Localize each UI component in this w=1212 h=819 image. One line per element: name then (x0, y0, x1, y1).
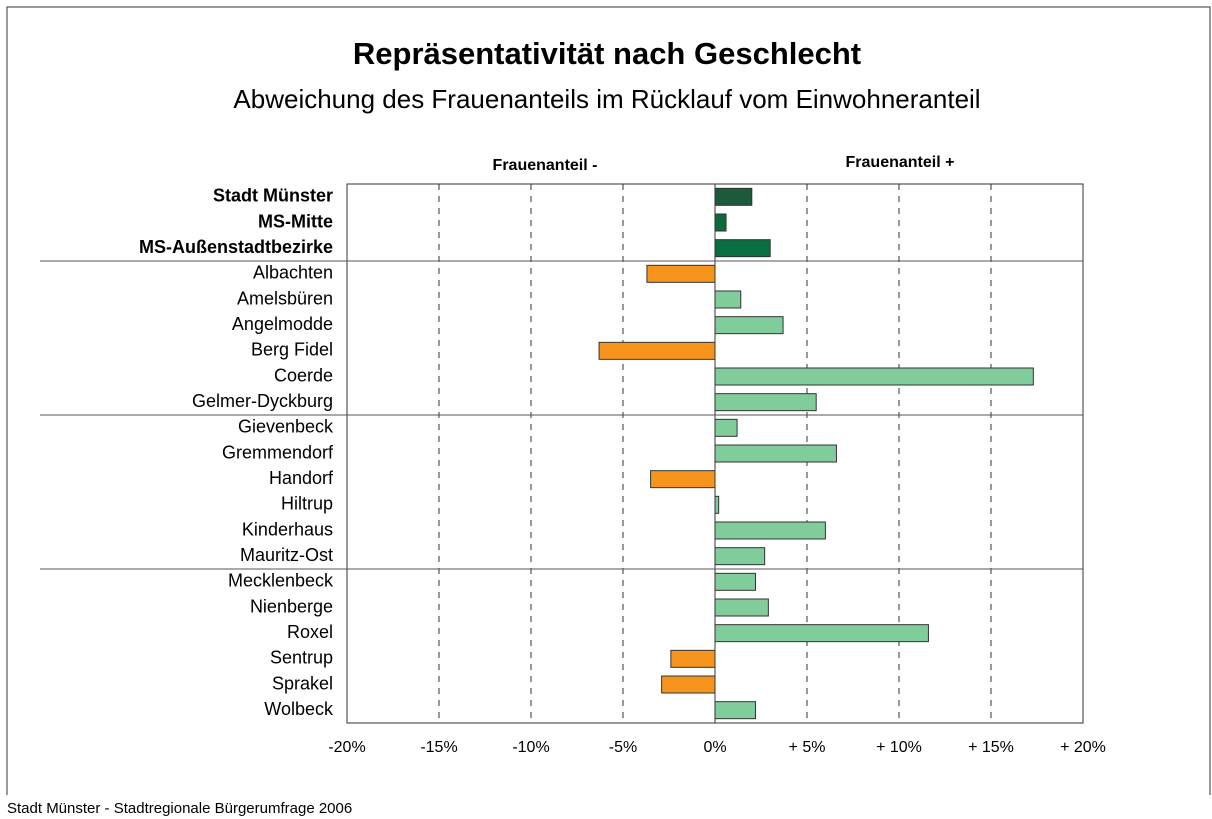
y-tick-label: Gelmer-Dyckburg (192, 391, 333, 411)
x-tick-label: 0% (703, 739, 726, 756)
y-tick-label: Kinderhaus (242, 519, 333, 539)
chart-subtitle: Abweichung des Frauenanteils im Rücklauf… (233, 84, 980, 114)
chart-title: Repräsentativität nach Geschlecht (353, 36, 861, 71)
bar (714, 393, 817, 412)
annotation: Frauenanteil + (846, 154, 955, 171)
x-tick-label: -15% (420, 739, 457, 756)
y-tick-label: MS-Mitte (258, 211, 333, 231)
y-tick-label: Mecklenbeck (228, 571, 334, 591)
y-tick-label: Mauritz-Ost (240, 545, 333, 565)
bar (714, 547, 766, 566)
bar (714, 367, 1034, 386)
y-tick-label: Sentrup (270, 648, 333, 668)
y-tick-label: Stadt Münster (213, 186, 333, 206)
y-tick-label: Hiltrup (281, 494, 333, 514)
y-tick-label: Gremmendorf (222, 442, 334, 462)
x-tick-label: + 10% (876, 739, 922, 756)
y-tick-label: Sprakel (272, 673, 333, 693)
bar (714, 521, 826, 540)
x-tick-label: -10% (512, 739, 549, 756)
bar (714, 701, 756, 720)
bar (670, 649, 716, 668)
bar (714, 213, 727, 232)
bar (714, 598, 769, 617)
footer: Stadt Münster - Stadtregionale Bürgerumf… (7, 800, 352, 817)
y-tick-label: Nienberge (250, 596, 333, 616)
x-tick-label: -20% (328, 739, 365, 756)
bar (714, 187, 753, 206)
x-tick-label: -5% (609, 739, 637, 756)
bar (661, 675, 716, 694)
x-tick-label: + 5% (789, 739, 826, 756)
bar (646, 264, 716, 283)
bar (714, 239, 771, 258)
y-tick-label: Angelmodde (232, 314, 333, 334)
y-tick-label: Albachten (253, 263, 333, 283)
y-tick-label: Handorf (269, 468, 334, 488)
annotation: Frauenanteil - (493, 157, 598, 174)
bar (598, 341, 716, 360)
y-tick-label: Amelsbüren (237, 288, 333, 308)
bar (714, 290, 742, 309)
x-tick-label: + 20% (1060, 739, 1106, 756)
bar (650, 470, 716, 489)
y-tick-label: Wolbeck (264, 699, 334, 719)
y-tick-label: MS-Außenstadtbezirke (139, 237, 333, 257)
y-tick-label: Coerde (274, 365, 333, 385)
frame (6, 6, 1211, 795)
plot-area (346, 183, 1084, 724)
bar (714, 572, 756, 591)
y-tick-label: Berg Fidel (251, 340, 333, 360)
y-tick-label: Gievenbeck (238, 417, 334, 437)
x-tick-label: + 15% (968, 739, 1014, 756)
bar (714, 444, 837, 463)
y-tick-label: Roxel (287, 622, 333, 642)
bar (714, 316, 784, 335)
bar (714, 495, 720, 514)
bar (714, 418, 738, 437)
bar (714, 624, 929, 643)
